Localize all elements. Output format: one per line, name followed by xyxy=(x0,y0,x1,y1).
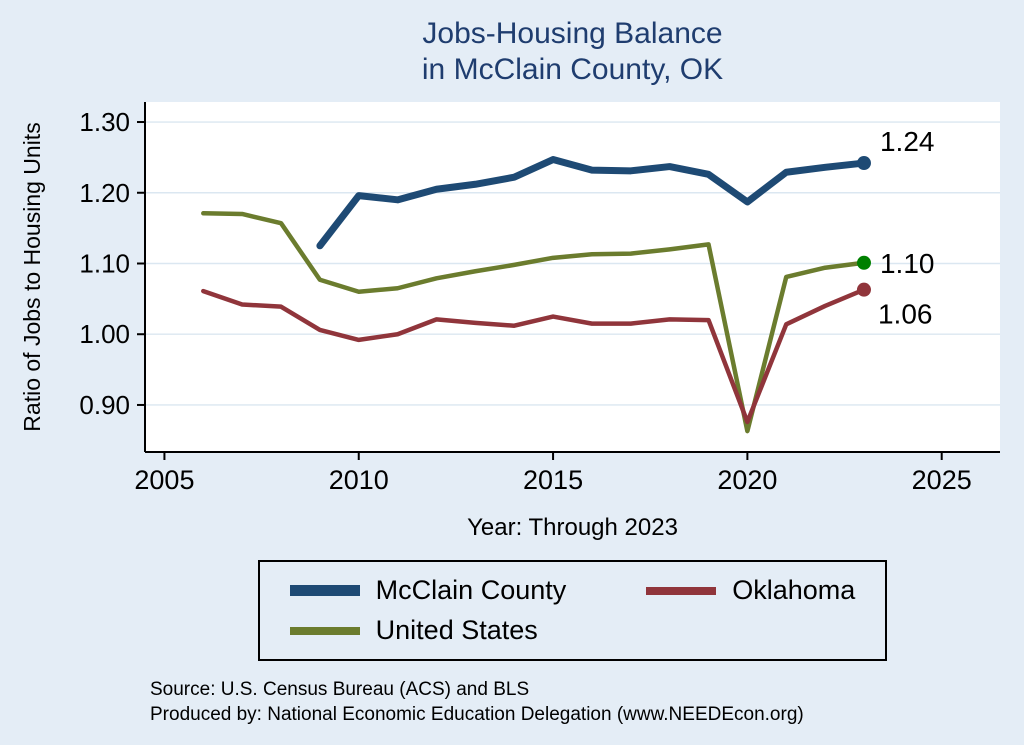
x-tick-label: 2025 xyxy=(912,465,972,495)
y-tick-label: 0.90 xyxy=(79,390,130,420)
end-dot-mcclain-county xyxy=(856,156,871,171)
legend-label-oklahoma: Oklahoma xyxy=(732,575,856,605)
chart-title: Jobs-Housing Balance in McClain County, … xyxy=(145,16,1000,88)
x-tick-label: 2015 xyxy=(523,465,583,495)
legend-swatch-united-states xyxy=(289,626,360,635)
y-tick-label: 1.10 xyxy=(79,248,130,278)
chart-title-line-2: in McClain County, OK xyxy=(421,53,724,86)
series-line-oklahoma xyxy=(201,287,867,425)
legend-item-oklahoma: Oklahoma xyxy=(646,575,855,606)
legend-label-mcclain-county: McClain County xyxy=(375,575,567,605)
end-dot-oklahoma xyxy=(856,282,871,297)
end-label-mcclain-county: 1.24 xyxy=(880,126,935,157)
legend: McClain County Oklahoma United States xyxy=(257,560,888,661)
source-note: Source: U.S. Census Bureau (ACS) and BLS… xyxy=(150,677,1024,727)
end-label-oklahoma: 1.06 xyxy=(878,299,933,330)
produced-by-line: Produced by: National Economic Education… xyxy=(150,704,804,725)
x-axis-label: Year: Through 2023 xyxy=(467,514,678,541)
plot-svg: 0.90 1.00 1.10 1.20 1.30 2005 2010 2015 2020 2025… xyxy=(19,102,1000,495)
legend-swatch-mcclain-county xyxy=(289,585,360,596)
legend-wrap: McClain County Oklahoma United States xyxy=(145,560,1000,661)
end-dot-united-states xyxy=(856,255,871,270)
chart-title-line-1: Jobs-Housing Balance xyxy=(422,17,723,50)
x-tick-label: 2005 xyxy=(134,465,194,495)
x-tick-label: 2020 xyxy=(717,465,777,495)
x-tick-label: 2010 xyxy=(329,465,389,495)
y-tick-label: 1.30 xyxy=(79,107,130,137)
series-line-mcclain-county xyxy=(316,156,868,250)
legend-item-united-states: United States xyxy=(289,615,567,646)
source-line: Source: U.S. Census Bureau (ACS) and BLS xyxy=(150,679,530,700)
y-axis-title: Ratio of Jobs to Housing Units xyxy=(19,122,45,431)
y-tick-label: 1.00 xyxy=(79,319,130,349)
end-label-united-states: 1.10 xyxy=(880,248,935,279)
legend-label-united-states: United States xyxy=(375,615,538,645)
y-tick-label: 1.20 xyxy=(79,178,130,208)
plot-background xyxy=(145,102,1000,452)
legend-swatch-oklahoma xyxy=(646,586,717,595)
legend-item-mcclain-county: McClain County xyxy=(289,575,567,606)
